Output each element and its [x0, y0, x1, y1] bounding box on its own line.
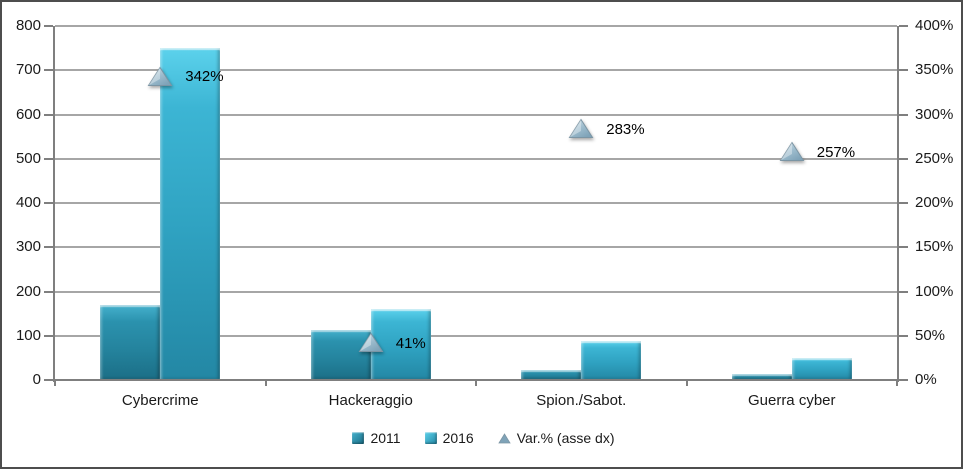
right-axis-tick-label: 200%	[915, 194, 954, 211]
legend-label: 2016	[442, 430, 474, 446]
category-label: Spion./Sabot.	[536, 392, 627, 409]
y-axis-right-tick	[899, 334, 908, 337]
bar-2011-guerra-cyber[interactable]	[731, 373, 792, 380]
gridline-top	[55, 25, 897, 27]
legend-label: 2011	[370, 430, 401, 446]
x-axis-tick	[54, 380, 56, 386]
bar-2016-spion-sabot-[interactable]	[581, 341, 642, 380]
y-axis-left-tick	[44, 290, 53, 293]
y-axis-right-tick	[899, 25, 908, 27]
right-axis-tick-label: 100%	[915, 282, 954, 300]
y-axis-left-tick	[44, 69, 53, 72]
var-percent-marker[interactable]	[779, 141, 805, 167]
left-axis-tick-label: 100	[15, 326, 41, 344]
category-label: Hackeraggio	[328, 392, 413, 409]
y-axis-left-tick	[44, 202, 53, 204]
x-axis-tick	[685, 380, 688, 386]
bar-2011-cybercrime[interactable]	[100, 304, 161, 380]
y-axis-right-tick	[899, 290, 908, 293]
bar-2016-hackeraggio[interactable]	[370, 308, 431, 380]
y-axis-right-tick	[899, 69, 908, 72]
gridline	[55, 69, 897, 72]
category-label: Guerra cyber	[747, 392, 836, 409]
bar-2011-hackeraggio[interactable]	[310, 329, 371, 380]
gridline	[55, 202, 897, 204]
y-axis-left-tick	[44, 25, 53, 27]
y-axis-left-line	[53, 26, 55, 382]
gridline	[55, 290, 897, 293]
legend-triangle-icon	[498, 432, 511, 444]
gridline	[55, 334, 897, 337]
y-axis-right-tick	[899, 202, 908, 204]
left-axis-tick-label: 700	[15, 61, 41, 79]
left-axis-tick-label: 600	[15, 105, 41, 123]
category-label: Cybercrime	[121, 392, 199, 409]
legend-item-2011[interactable]: 2011	[352, 430, 401, 446]
y-axis-left-tick	[44, 246, 53, 249]
legend-item-2016[interactable]: 2016	[424, 430, 474, 446]
x-axis-tick	[264, 380, 267, 386]
y-axis-right-tick	[899, 157, 908, 160]
y-axis-right-tick	[899, 379, 908, 381]
right-axis-tick-label: 150%	[915, 238, 954, 256]
x-axis-tick	[896, 380, 898, 386]
legend-item-var-asse-dx-[interactable]: Var.% (asse dx)	[498, 430, 615, 446]
left-axis-tick-label: 300	[15, 238, 41, 256]
var-percent-marker[interactable]	[147, 66, 173, 92]
y-axis-right-tick	[899, 246, 908, 249]
legend-label: Var.% (asse dx)	[516, 430, 615, 446]
left-axis-tick-label: 200	[15, 282, 41, 300]
left-axis-tick-label: 0	[32, 371, 41, 388]
left-axis-tick-label: 400	[15, 194, 41, 211]
y-axis-left-tick	[44, 379, 53, 381]
left-axis-tick-label: 800	[15, 17, 41, 34]
var-percent-marker[interactable]	[568, 118, 594, 144]
var-percent-marker[interactable]	[358, 332, 384, 358]
bar-2016-cybercrime[interactable]	[160, 47, 221, 380]
y-axis-right-line	[897, 26, 899, 382]
y-axis-right-tick	[899, 113, 908, 116]
legend-square-icon	[424, 432, 437, 444]
bar-2016-guerra-cyber[interactable]	[791, 357, 852, 380]
right-axis-tick-label: 250%	[915, 149, 954, 167]
y-axis-left-tick	[44, 157, 53, 160]
right-axis-tick-label: 300%	[915, 105, 954, 123]
x-axis-tick	[475, 380, 477, 386]
legend-square-icon	[352, 432, 365, 444]
var-percent-value-label: 41%	[395, 334, 426, 352]
right-axis-tick-label: 0%	[915, 371, 937, 388]
gridline	[55, 246, 897, 249]
right-axis-tick-label: 400%	[915, 17, 954, 34]
var-percent-value-label: 342%	[185, 68, 224, 86]
gridline	[55, 157, 897, 160]
var-percent-value-label: 283%	[606, 120, 645, 138]
var-percent-value-label: 257%	[816, 143, 856, 161]
y-axis-left-tick	[44, 113, 53, 116]
y-axis-left-tick	[44, 334, 53, 337]
bar-2011-spion-sabot-[interactable]	[521, 369, 582, 380]
chart-legend: 2011 2016 Var.% (asse dx)	[2, 430, 963, 446]
right-axis-tick-label: 350%	[915, 61, 954, 79]
left-axis-tick-label: 500	[15, 149, 41, 167]
right-axis-tick-label: 50%	[915, 326, 946, 344]
gridline	[55, 113, 897, 116]
